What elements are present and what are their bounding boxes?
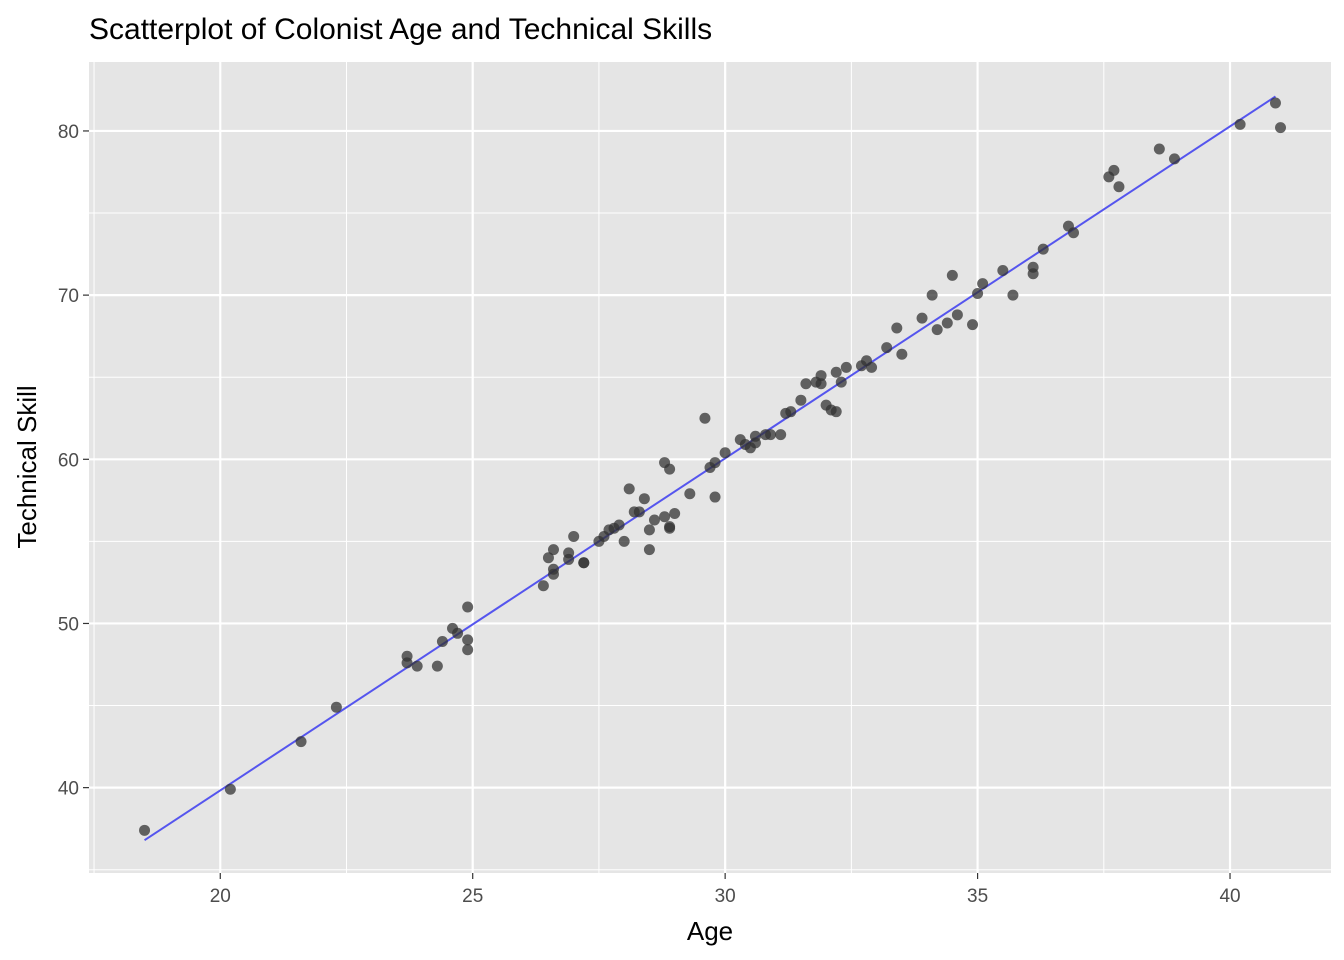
- data-point: [401, 657, 413, 669]
- x-tick-label: 40: [1219, 886, 1240, 907]
- data-point: [775, 429, 787, 441]
- data-point: [643, 524, 655, 536]
- data-point: [1113, 181, 1125, 193]
- data-point: [1275, 122, 1287, 134]
- data-point: [1269, 97, 1281, 109]
- data-point: [815, 370, 827, 382]
- data-point: [951, 309, 963, 321]
- major-gridlines: [89, 62, 1331, 873]
- data-point: [638, 493, 650, 505]
- data-point: [709, 457, 721, 469]
- data-point: [462, 634, 474, 646]
- data-point: [578, 557, 590, 569]
- data-point: [896, 348, 908, 360]
- chart-title: Scatterplot of Colonist Age and Technica…: [89, 13, 712, 46]
- data-point: [699, 412, 711, 424]
- data-point: [709, 491, 721, 503]
- data-point: [659, 511, 671, 523]
- data-point: [295, 736, 307, 748]
- data-point: [139, 824, 151, 836]
- data-point: [719, 447, 731, 459]
- x-axis-ticks: 20 25 30 35 40: [210, 873, 1241, 907]
- data-point: [926, 289, 938, 301]
- x-tick-label: 30: [715, 886, 736, 907]
- data-point: [431, 660, 443, 672]
- x-tick-label: 35: [967, 886, 988, 907]
- data-point: [452, 627, 464, 639]
- data-point: [941, 317, 953, 329]
- data-point: [749, 430, 761, 442]
- y-tick-label: 40: [58, 779, 79, 800]
- data-point: [568, 530, 580, 542]
- data-points: [139, 97, 1287, 836]
- y-axis-title: Technical Skill: [12, 385, 42, 548]
- data-point: [330, 701, 342, 713]
- data-point: [684, 488, 696, 500]
- data-point: [815, 378, 827, 390]
- data-point: [972, 287, 984, 299]
- data-point: [830, 406, 842, 418]
- data-point: [643, 544, 655, 556]
- x-tick-label: 20: [210, 886, 231, 907]
- data-point: [664, 463, 676, 475]
- data-point: [931, 324, 943, 336]
- data-point: [462, 644, 474, 656]
- data-point: [840, 361, 852, 373]
- data-point: [891, 322, 903, 334]
- data-point: [1153, 143, 1165, 155]
- y-tick-label: 60: [58, 450, 79, 471]
- data-point: [1108, 164, 1120, 176]
- data-point: [800, 378, 812, 390]
- data-point: [623, 483, 635, 495]
- data-point: [462, 601, 474, 613]
- data-point: [664, 522, 676, 534]
- data-point: [977, 278, 989, 290]
- minor-gridlines: [89, 62, 1331, 873]
- data-point: [436, 636, 448, 648]
- data-point: [997, 264, 1009, 276]
- data-point: [547, 544, 559, 556]
- data-point: [1168, 153, 1180, 165]
- data-point: [881, 342, 893, 354]
- data-point: [547, 568, 559, 580]
- data-point: [1037, 243, 1049, 255]
- data-point: [1068, 227, 1080, 239]
- data-point: [537, 580, 549, 592]
- data-point: [613, 519, 625, 531]
- x-axis-title: Age: [687, 916, 733, 946]
- data-point: [946, 269, 958, 281]
- y-tick-label: 50: [58, 614, 79, 635]
- data-point: [967, 319, 979, 331]
- data-point: [765, 429, 777, 441]
- data-point: [795, 394, 807, 406]
- y-tick-label: 70: [58, 286, 79, 307]
- data-point: [563, 553, 575, 565]
- data-point: [224, 783, 236, 795]
- data-point: [866, 361, 878, 373]
- data-point: [633, 506, 645, 518]
- y-tick-label: 80: [58, 122, 79, 143]
- data-point: [669, 507, 681, 519]
- data-point: [1234, 118, 1246, 130]
- x-tick-label: 25: [462, 886, 483, 907]
- data-point: [1027, 268, 1039, 280]
- data-point: [411, 660, 423, 672]
- data-point: [835, 376, 847, 388]
- data-point: [1007, 289, 1019, 301]
- data-point: [830, 366, 842, 378]
- data-point: [618, 535, 630, 547]
- data-point: [542, 552, 554, 564]
- data-point: [916, 312, 928, 324]
- data-point: [785, 406, 797, 418]
- data-point: [648, 514, 660, 526]
- y-axis-ticks: 40 50 60 70 80: [58, 122, 89, 800]
